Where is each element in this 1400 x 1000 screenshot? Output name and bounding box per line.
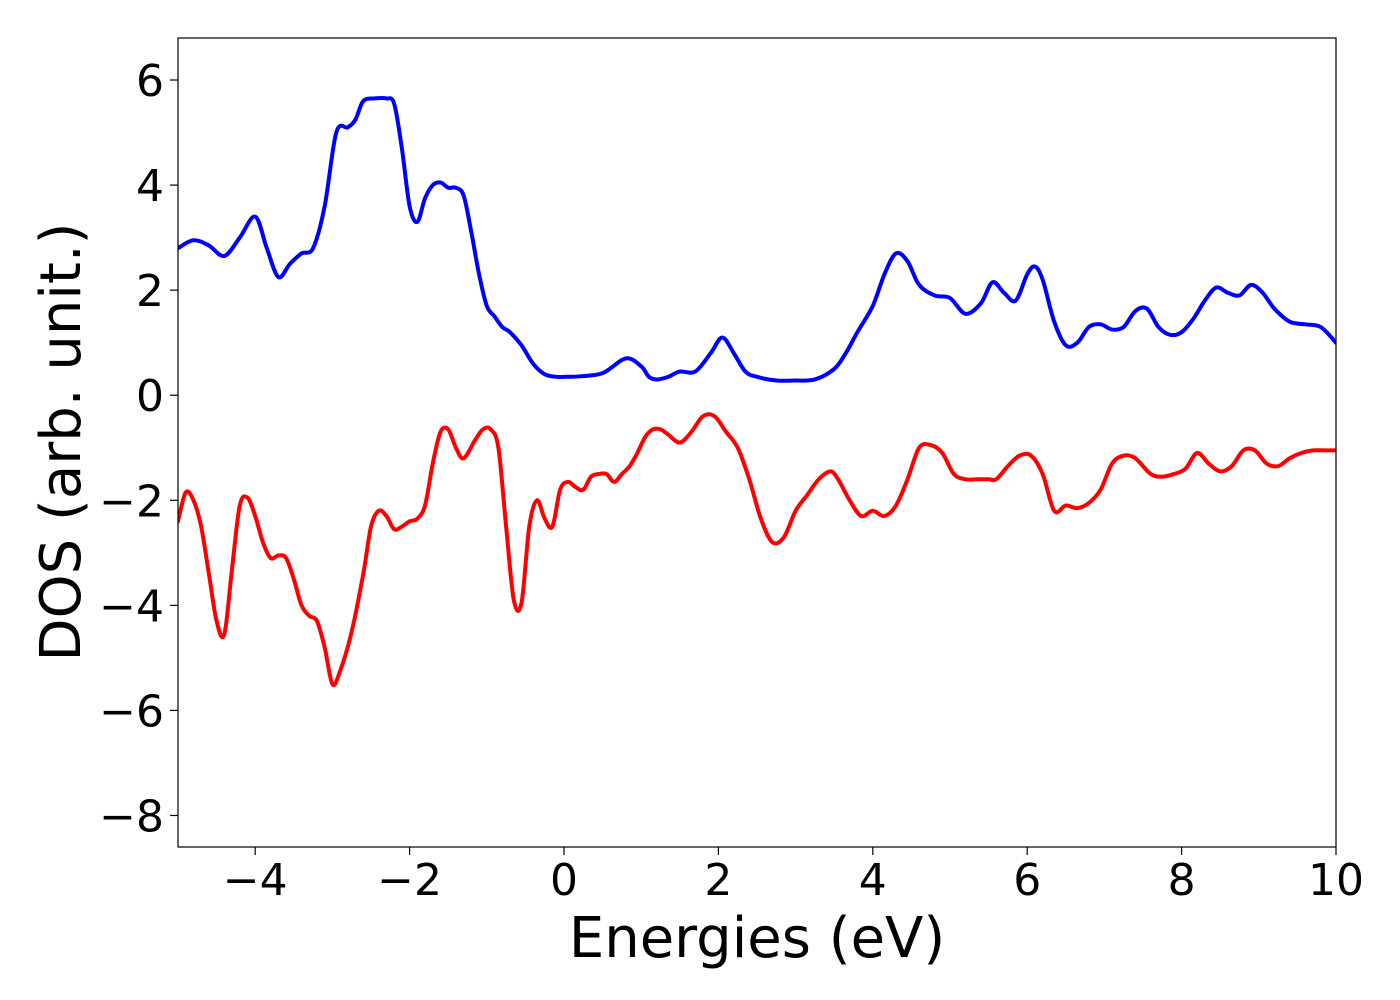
series-layer	[178, 95, 1336, 688]
x-tick-label: 4	[859, 855, 887, 906]
x-tick-label: 2	[704, 855, 732, 906]
x-tick-label: 8	[1168, 855, 1196, 906]
x-axis: −4 −2 0 2 4 6 8 10	[223, 847, 1364, 906]
x-tick-label: 10	[1308, 855, 1364, 906]
y-tick-label: −2	[99, 476, 164, 527]
series-line-red	[178, 412, 1336, 688]
y-tick-label: 4	[136, 161, 164, 212]
y-tick-label: −4	[99, 581, 164, 632]
plot-frame	[177, 37, 1337, 848]
y-tick-label: −6	[99, 686, 164, 737]
series-line-blue	[178, 95, 1336, 383]
y-axis-label: DOS (arb. unit.)	[29, 222, 94, 661]
y-tick-label: −8	[99, 791, 164, 842]
plot-area	[177, 37, 1337, 848]
y-tick-label: 6	[136, 56, 164, 107]
x-tick-label: 6	[1013, 855, 1041, 906]
x-tick-label: −4	[223, 855, 288, 906]
y-axis: −8 −6 −4 −2 0 2 4 6	[99, 56, 178, 842]
y-tick-label: 0	[136, 371, 164, 422]
x-tick-label: 0	[550, 855, 578, 906]
x-tick-label: −2	[377, 855, 442, 906]
y-tick-label: 2	[136, 266, 164, 317]
x-axis-label: Energies (eV)	[569, 906, 945, 971]
